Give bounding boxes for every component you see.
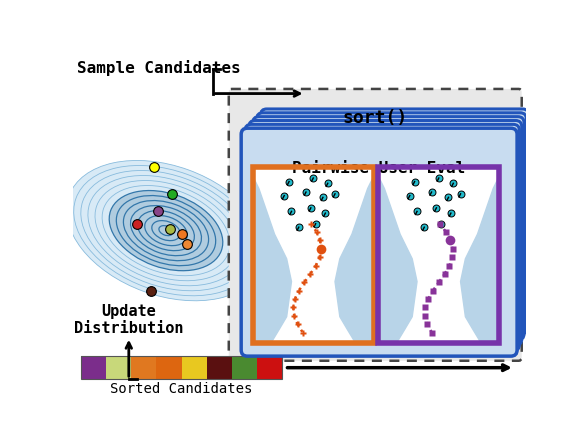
Ellipse shape (88, 176, 244, 286)
FancyBboxPatch shape (229, 89, 522, 361)
Bar (253, 168, 374, 343)
FancyBboxPatch shape (253, 117, 524, 340)
Ellipse shape (116, 195, 215, 266)
Text: Sorted Candidates: Sorted Candidates (110, 381, 253, 396)
Ellipse shape (138, 211, 194, 251)
Text: Pairwise User Eval: Pairwise User Eval (293, 161, 466, 176)
FancyBboxPatch shape (257, 113, 526, 334)
Ellipse shape (95, 181, 237, 281)
FancyBboxPatch shape (260, 109, 529, 329)
Text: sort(): sort() (343, 109, 408, 127)
Polygon shape (253, 168, 291, 343)
Ellipse shape (159, 226, 173, 235)
Bar (207, 356, 232, 379)
FancyBboxPatch shape (241, 128, 517, 356)
FancyBboxPatch shape (249, 120, 522, 345)
Ellipse shape (81, 170, 251, 291)
Bar (253, 168, 374, 343)
Bar (232, 356, 257, 379)
Polygon shape (335, 168, 374, 343)
FancyBboxPatch shape (245, 124, 519, 351)
Ellipse shape (145, 215, 187, 246)
Bar (378, 168, 499, 343)
Bar (257, 356, 282, 379)
Polygon shape (461, 168, 499, 343)
Ellipse shape (102, 186, 230, 276)
Text: Update
Distribution: Update Distribution (74, 304, 183, 336)
Bar (157, 356, 182, 379)
Ellipse shape (152, 221, 180, 241)
Polygon shape (378, 168, 417, 343)
Ellipse shape (74, 165, 258, 296)
Text: Sample Candidates: Sample Candidates (77, 60, 241, 76)
Ellipse shape (109, 190, 223, 271)
Ellipse shape (130, 206, 201, 256)
Bar (81, 356, 106, 379)
Ellipse shape (123, 201, 208, 260)
Bar (182, 356, 207, 379)
Bar (378, 168, 499, 343)
Bar (106, 356, 131, 379)
Ellipse shape (67, 161, 265, 301)
Bar (81, 356, 282, 379)
Bar (131, 356, 157, 379)
